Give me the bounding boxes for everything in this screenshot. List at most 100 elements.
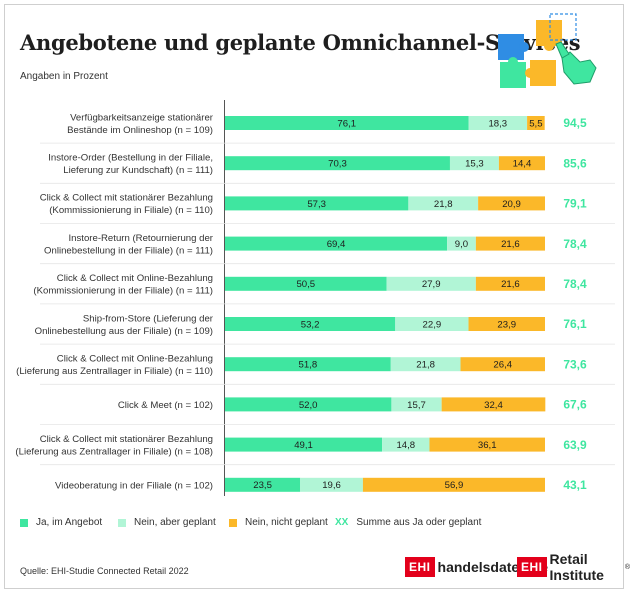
value-label-nicht: 14,4 xyxy=(513,159,532,170)
value-label-geplant: 9,0 xyxy=(455,239,468,250)
value-label-nicht: 21,6 xyxy=(501,239,520,250)
value-label-nicht: 23,9 xyxy=(497,319,516,330)
legend-item-summe: XX Summe aus Ja oder geplant xyxy=(335,517,481,528)
puzzle-knob-blue xyxy=(519,42,529,52)
sum-label: 79,1 xyxy=(563,197,587,211)
category-label: (Kommissionierung in der Filiale) (n = 1… xyxy=(33,286,213,297)
category-label: Click & Collect mit Online-Bezahlung xyxy=(57,273,213,284)
hand-shape xyxy=(561,51,597,85)
category-label: Click & Collect mit stationärer Bezahlun… xyxy=(40,193,213,204)
legend-swatch-ja xyxy=(20,518,28,527)
bar-segment-ja xyxy=(225,156,450,171)
legend-item-nicht: Nein, nicht geplant xyxy=(229,517,328,528)
value-label-ja: 70,3 xyxy=(328,159,347,170)
brand-retail-reg: ® xyxy=(624,563,630,571)
puzzle-knob-yellow xyxy=(544,41,554,51)
brand-handelsdaten-box: EHI xyxy=(405,557,435,577)
category-label: Lieferung zur Kundschaft) (n = 111) xyxy=(63,165,213,176)
value-label-ja: 50,5 xyxy=(296,279,315,290)
puzzle-knob-yellow-bottom xyxy=(525,68,535,78)
legend-label-nicht: Nein, nicht geplant xyxy=(245,517,328,528)
value-label-geplant: 21,8 xyxy=(416,360,435,371)
sum-label: 43,1 xyxy=(563,478,587,492)
legend-item-ja: Ja, im Angebot xyxy=(20,517,102,528)
bar-segment-nicht xyxy=(475,236,545,251)
value-label-nicht: 26,4 xyxy=(493,360,512,371)
value-label-ja: 52,0 xyxy=(299,400,318,411)
category-label: (Kommissionierung in Filiale) (n = 110) xyxy=(49,205,213,216)
brand-retail-text: Retail Institute xyxy=(549,551,604,583)
bar-segment-nicht xyxy=(429,437,545,452)
value-label-nicht: 5,5 xyxy=(529,118,542,129)
value-label-nicht: 20,9 xyxy=(502,199,521,210)
value-label-geplant: 18,3 xyxy=(488,118,507,129)
bar-segment-ja xyxy=(225,116,469,130)
value-label-ja: 76,1 xyxy=(337,118,356,129)
value-label-geplant: 15,3 xyxy=(465,159,484,170)
bar-segment-ja xyxy=(225,357,391,372)
bar-segment-ja xyxy=(225,477,301,492)
bar-segment-geplant xyxy=(300,477,363,492)
category-label: Click & Collect mit stationärer Bezahlun… xyxy=(40,434,213,445)
bar-segment-nicht xyxy=(362,477,545,492)
hand-finger xyxy=(555,41,570,59)
bar-segment-geplant xyxy=(391,397,442,412)
bar-segment-nicht xyxy=(475,276,545,291)
bar-segment-geplant xyxy=(390,357,461,372)
legend-item-geplant: Nein, aber geplant xyxy=(118,517,216,528)
sum-label: 63,9 xyxy=(563,438,587,452)
sum-label: 73,6 xyxy=(563,357,587,371)
bar-segment-ja xyxy=(225,397,392,412)
category-label: (Lieferung aus Zentrallager in Filiale) … xyxy=(16,366,213,377)
category-label: Instore-Return (Retournierung der xyxy=(68,233,213,244)
legend-swatch-nicht xyxy=(229,518,237,527)
sum-label: 78,4 xyxy=(563,277,587,291)
value-label-geplant: 14,8 xyxy=(396,440,415,451)
puzzle-knob-green xyxy=(508,57,518,67)
legend-sum-marker: XX xyxy=(335,517,349,528)
bar-segment-ja xyxy=(225,196,409,211)
chart-subtitle: Angaben in Prozent xyxy=(20,71,108,82)
legend-label-geplant: Nein, aber geplant xyxy=(134,517,216,528)
sum-label: 85,6 xyxy=(563,156,587,170)
value-label-geplant: 15,7 xyxy=(407,400,426,411)
bar-segment-ja xyxy=(225,276,387,291)
bar-segment-nicht xyxy=(498,156,545,171)
bar-segment-geplant xyxy=(449,156,499,171)
category-label: Ship-from-Store (Lieferung der xyxy=(83,313,214,324)
value-label-ja: 57,3 xyxy=(307,199,326,210)
value-label-nicht: 56,9 xyxy=(445,480,464,491)
bar-segment-nicht xyxy=(468,317,545,331)
bar-segment-nicht xyxy=(441,397,546,412)
chart-frame xyxy=(4,4,624,589)
value-label-ja: 49,1 xyxy=(294,440,313,451)
category-label: Videoberatung in der Filiale (n = 102) xyxy=(55,480,213,491)
value-label-geplant: 27,9 xyxy=(422,279,441,290)
value-label-ja: 51,8 xyxy=(299,360,318,371)
brand-retail-institute: EHI Retail Institute ® xyxy=(517,551,630,583)
value-label-geplant: 21,8 xyxy=(434,199,453,210)
chart-title: Angebotene und geplante Omnichannel-Serv… xyxy=(20,30,581,55)
puzzle-piece-outline xyxy=(549,13,577,41)
value-label-geplant: 22,9 xyxy=(423,319,442,330)
value-label-ja: 53,2 xyxy=(301,319,320,330)
bar-segment-ja xyxy=(225,236,448,251)
puzzle-hand-icon xyxy=(498,13,597,88)
value-label-geplant: 19,6 xyxy=(322,480,341,491)
value-label-nicht: 21,6 xyxy=(501,279,520,290)
category-label: (Lieferung aus Zentrallager in Filiale) … xyxy=(15,446,213,457)
bar-segment-ja xyxy=(225,317,396,331)
category-label: Click & Meet (n = 102) xyxy=(118,400,213,411)
sum-label: 94,5 xyxy=(563,116,587,130)
category-label: Instore-Order (Bestellung in der Filiale… xyxy=(48,152,213,163)
bar-segment-geplant xyxy=(382,437,430,452)
brand-retail-box: EHI xyxy=(517,557,547,577)
bar-segment-nicht xyxy=(527,116,545,130)
category-label: Onlinebestellung in der Filiale) (n = 11… xyxy=(44,245,213,256)
sum-label: 76,1 xyxy=(563,317,587,331)
bar-segment-nicht xyxy=(460,357,545,372)
bar-segment-nicht xyxy=(478,196,545,211)
legend-label-ja: Ja, im Angebot xyxy=(36,517,103,528)
bar-segment-ja xyxy=(225,437,383,452)
